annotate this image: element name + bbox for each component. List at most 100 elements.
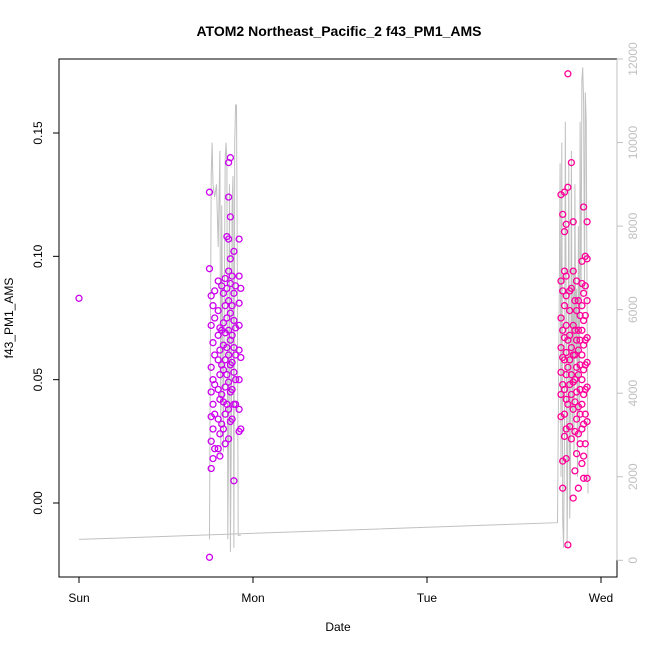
data-point: [560, 432, 569, 441]
data-point: [228, 272, 236, 280]
data-point: [576, 311, 584, 320]
y2-tick-label: 12000: [626, 42, 640, 76]
y2-tick-label: 4000: [626, 380, 640, 407]
data-point: [224, 193, 233, 201]
y2-tick-label: 10000: [626, 126, 640, 160]
data-point: [576, 385, 584, 394]
data-point: [209, 454, 217, 463]
data-point: [578, 326, 586, 334]
data-point: [226, 213, 235, 221]
data-point: [219, 319, 228, 327]
data-point: [560, 410, 569, 418]
data-point: [224, 435, 233, 443]
data-point: [579, 452, 588, 460]
data-point: [581, 311, 589, 320]
data-point: [209, 400, 217, 408]
data-point: [566, 306, 574, 315]
data-point: [562, 371, 570, 379]
data-point: [219, 289, 228, 297]
data-point: [209, 425, 217, 433]
x-tick-label: Sun: [68, 591, 89, 605]
data-point: [559, 287, 567, 295]
data-point: [211, 287, 219, 295]
data-point: [557, 343, 565, 352]
data-point: [567, 158, 576, 167]
data-point: [571, 326, 579, 334]
data-point: [581, 282, 589, 290]
data-point: [231, 376, 240, 384]
data-point: [235, 321, 243, 330]
data-point: [235, 272, 243, 280]
data-point: [578, 376, 586, 384]
data-point: [571, 351, 579, 359]
data-point: [219, 425, 228, 433]
data-point: [224, 297, 233, 305]
data-point: [564, 541, 572, 549]
data-point: [211, 351, 219, 359]
data-point: [237, 425, 245, 433]
data-point: [214, 306, 222, 315]
y-tick-label: 0.00: [31, 491, 45, 515]
data-point: [560, 385, 569, 394]
data-point: [576, 361, 584, 369]
data-point: [235, 346, 243, 354]
data-point: [574, 297, 583, 305]
data-point: [567, 343, 576, 352]
data-point: [562, 292, 570, 300]
data-point: [564, 70, 572, 78]
y-axis-label: f43_PM1_AMS: [2, 278, 16, 359]
y2-tick-label: 8000: [626, 212, 640, 239]
data-point: [567, 284, 576, 293]
data-point: [230, 477, 238, 485]
data-point: [223, 371, 231, 379]
data-point: [214, 385, 222, 394]
data-point: [579, 474, 588, 482]
x-axis-label: Date: [325, 620, 351, 634]
data-point: [221, 302, 229, 310]
data-point: [230, 289, 238, 297]
data-point: [235, 405, 243, 413]
data-point: [207, 388, 215, 396]
data-point: [578, 351, 586, 359]
data-point: [214, 415, 222, 423]
data-point: [214, 445, 222, 453]
data-point: [572, 336, 581, 344]
data-point: [205, 553, 214, 561]
data-point: [224, 378, 233, 386]
data-point: [562, 321, 570, 330]
data-point: [578, 400, 586, 408]
data-point: [228, 385, 236, 394]
data-point: [574, 484, 583, 492]
data-point: [235, 299, 243, 307]
data-point: [581, 440, 589, 448]
y-tick-label: 0.10: [31, 244, 45, 268]
data-point: [576, 410, 584, 418]
data-point: [211, 380, 219, 389]
data-point: [564, 400, 572, 408]
data-point: [207, 292, 215, 300]
y2-tick-label: 2000: [626, 463, 640, 490]
data-point: [572, 306, 581, 315]
data-point: [226, 255, 235, 263]
data-point: [562, 348, 570, 357]
data-point: [224, 326, 233, 334]
data-point: [228, 358, 236, 367]
data-point: [228, 415, 236, 423]
data-point: [559, 210, 567, 219]
points-group: [75, 70, 591, 561]
data-point: [209, 302, 217, 310]
data-point: [224, 351, 233, 359]
data-point: [574, 430, 583, 438]
y2-tick-label: 0: [626, 557, 640, 564]
data-point: [207, 321, 215, 330]
data-point: [583, 383, 591, 391]
data-point: [571, 398, 579, 406]
chart-title: ATOM2 Northeast_Pacific_2 f43_PM1_AMS: [196, 23, 481, 39]
data-point: [75, 294, 83, 302]
data-point: [218, 390, 226, 399]
data-point: [566, 422, 574, 431]
altitude-line-group: [78, 67, 589, 552]
plot-frame: [58, 58, 618, 578]
data-point: [572, 450, 581, 458]
